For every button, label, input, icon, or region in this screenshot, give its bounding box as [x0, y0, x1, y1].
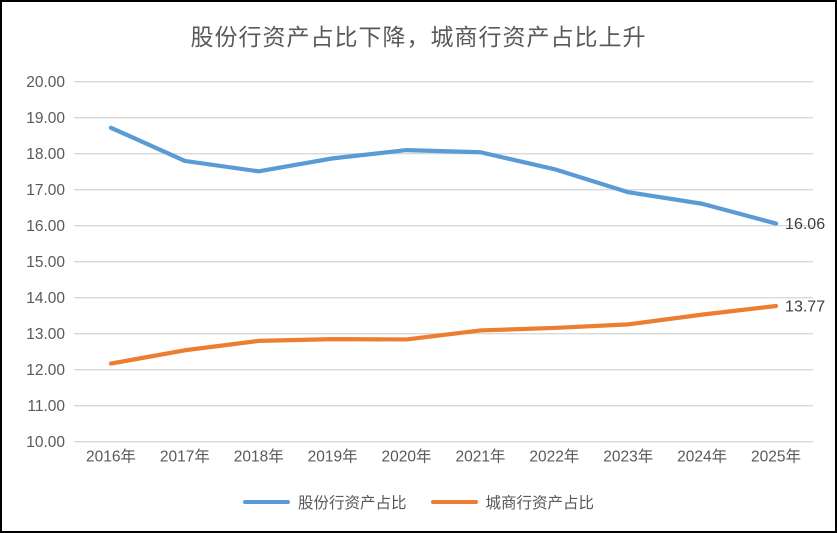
y-axis-tick-label: 15.00 [26, 254, 65, 271]
x-axis-tick-label: 2024年 [677, 448, 727, 466]
y-axis-labels: 10.00 11.00 12.00 13.00 14.00 15.00 16.00 17.00… [26, 74, 65, 451]
joint-stock-banks-legend-swatch [242, 500, 290, 504]
x-axis-tick-label: 2019年 [308, 448, 358, 466]
x-axis-labels: 2016年 2017年 2018年 2019年 2020年 2021年 2022年 2023年… [86, 448, 801, 466]
series-end-labels: 16.06 13.77 [785, 216, 825, 315]
y-axis-tick-label: 11.00 [27, 398, 65, 415]
joint-stock-banks-legend-item: 股份行资产占比 [242, 491, 407, 513]
y-axis-tick-label: 14.00 [26, 290, 65, 307]
legend: 股份行资产占比 城商行资产占比 [2, 491, 835, 513]
y-axis-tick-label: 17.00 [26, 182, 65, 199]
chart-title: 股份行资产占比下降，城商行资产占比上升 [190, 25, 647, 50]
joint-stock-banks-legend-label: 股份行资产占比 [297, 495, 407, 512]
city-commercial-banks-legend-item: 城商行资产占比 [430, 491, 595, 513]
x-axis-tick-label: 2016年 [86, 448, 136, 466]
y-axis-tick-label: 13.00 [26, 326, 65, 343]
joint-stock-banks-end-label: 16.06 [785, 216, 825, 233]
y-axis-tick-label: 20.00 [26, 74, 65, 91]
y-axis-tick-label: 18.00 [26, 146, 65, 163]
y-axis-tick-label: 12.00 [26, 362, 65, 379]
city-commercial-banks-legend-label: 城商行资产占比 [485, 495, 595, 512]
gridlines [74, 80, 813, 443]
x-axis-tick-label: 2025年 [751, 448, 801, 466]
city-commercial-banks-end-label: 13.77 [785, 298, 825, 315]
y-axis-tick-label: 16.00 [26, 218, 65, 235]
x-axis-tick-label: 2017年 [160, 448, 210, 466]
x-axis-tick-label: 2020年 [382, 448, 432, 466]
city-commercial-banks-line [108, 303, 779, 366]
y-axis-tick-label: 10.00 [26, 434, 65, 451]
y-axis-tick-label: 19.00 [26, 110, 65, 127]
x-axis-tick-label: 2023年 [603, 448, 653, 466]
x-axis-tick-label: 2022年 [529, 448, 579, 466]
joint-stock-banks-line [108, 125, 779, 226]
series-lines [108, 125, 779, 366]
x-axis-tick-label: 2018年 [234, 448, 284, 466]
city-commercial-banks-legend-swatch [430, 500, 478, 504]
x-axis-tick-label: 2021年 [455, 448, 505, 466]
